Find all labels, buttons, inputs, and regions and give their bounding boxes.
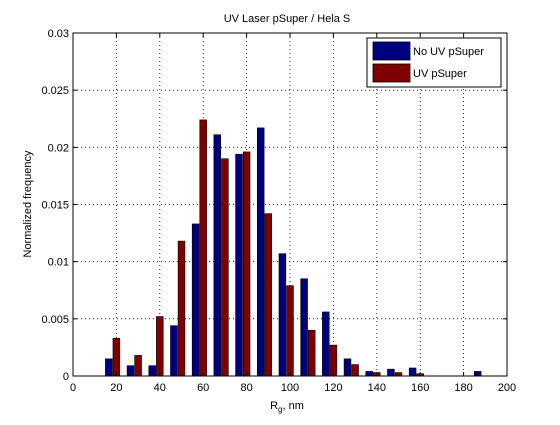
x-tick-label: 140 [368,382,386,394]
y-tick-label: 0.015 [41,200,69,212]
bar-no-uv [408,367,417,377]
y-tick-label: 0 [63,371,69,383]
legend-swatch-uv [372,63,411,83]
bar-no-uv [365,371,373,377]
y-tick-label: 0.025 [41,85,69,97]
bar-no-uv [235,153,243,377]
bar-no-uv [105,358,113,377]
bar-uv [112,337,121,377]
legend-label-uv: UV pSuper [413,68,467,80]
x-tick-label: 40 [154,382,166,394]
x-tick-label: 80 [240,382,252,394]
legend-swatch-no-uv [372,41,411,61]
bar-uv [394,372,403,377]
bar-no-uv [148,365,156,377]
bar-no-uv [322,311,330,377]
x-tick-label: 180 [454,382,472,394]
bar-no-uv [126,365,135,377]
x-axis-label-main: R [270,400,278,412]
bar-no-uv [300,278,308,377]
bar-uv [351,364,359,377]
bar-no-uv [387,368,395,377]
x-tick-label: 0 [70,382,76,394]
x-axis-label-unit: , nm [283,400,304,412]
x-tick-label: 20 [110,382,122,394]
bar-uv [199,119,207,377]
x-tick-label: 120 [324,382,342,394]
bar-no-uv [170,325,178,377]
x-tick-label: 60 [197,382,209,394]
bar-no-uv [256,127,265,377]
bar-uv [242,151,251,377]
bar-no-uv [191,223,200,377]
y-tick-label: 0.01 [48,257,69,269]
axis-ticks: 0 20 40 60 80 100 120 140 160 180 200 0 0.005 0.01 0.0… [41,28,516,394]
legend-label-no-uv: No UV pSuper [413,46,484,58]
chart-title: UV Laser pSuper / Hela S [224,13,351,25]
x-tick-label: 200 [498,382,516,394]
y-tick-label: 0.03 [48,28,69,40]
bar-no-uv [343,358,352,377]
bar-no-uv [213,134,222,377]
bar-no-uv [473,371,482,377]
legend: No UV pSuper UV pSuper [366,37,502,88]
bar-uv [156,316,164,377]
y-axis-label: Normalized frequency [22,150,34,257]
bar-uv [264,213,273,377]
x-axis-label: Rg, nm [270,400,304,414]
x-tick-label: 160 [411,382,429,394]
bar-uv [286,285,294,377]
bar-uv [221,158,229,377]
bar-no-uv [278,253,287,377]
x-tick-label: 100 [281,382,299,394]
y-tick-label: 0.02 [48,142,69,154]
x-axis-label-subscript: g [278,405,282,414]
bar-uv [329,344,338,377]
y-tick-label: 0.005 [41,314,69,326]
bar-uv [177,240,186,377]
bar-uv [307,329,316,377]
bar-uv [134,355,142,377]
